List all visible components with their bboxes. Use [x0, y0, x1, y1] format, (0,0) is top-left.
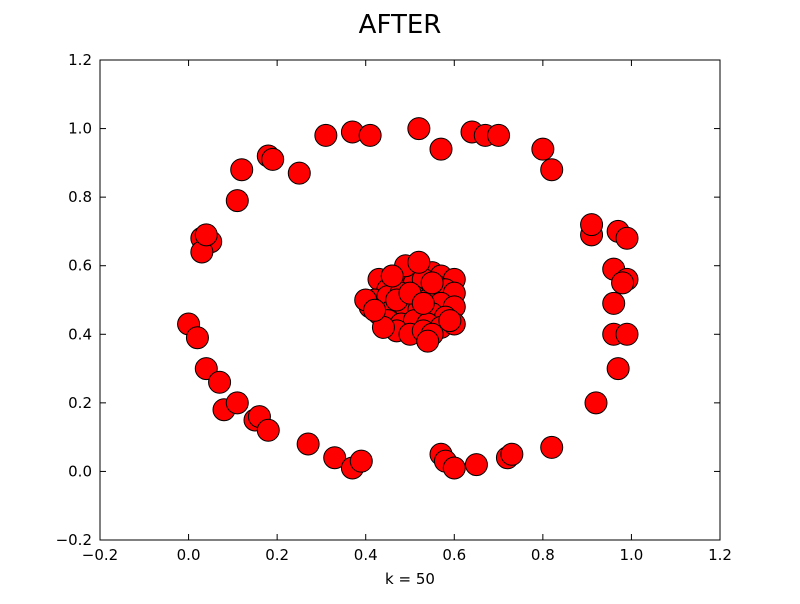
scatter-point — [531, 137, 555, 161]
scatter-point — [185, 326, 209, 350]
x-tick-label: 0.2 — [265, 546, 289, 564]
y-tick-label: 1.2 — [68, 51, 92, 69]
points-layer — [177, 117, 639, 480]
scatter-point — [411, 291, 435, 315]
scatter-point — [296, 432, 320, 456]
x-axis-label: k = 50 — [385, 570, 435, 588]
y-tick-label: 0.0 — [68, 462, 92, 480]
axis-ticks: −0.2 0.0 0.2 0.4 0.6 0.8 1.0 1.2 −0.2 0.0 0.2 0.4 0.… — [56, 51, 732, 564]
scatter-point — [349, 449, 373, 473]
y-tick-label: 1.0 — [68, 120, 92, 138]
scatter-point — [194, 223, 218, 247]
x-tick-label: −0.2 — [82, 546, 118, 564]
scatter-point — [580, 213, 604, 237]
scatter-point — [407, 117, 431, 141]
x-tick-label: 1.0 — [619, 546, 643, 564]
scatter-point — [407, 250, 431, 274]
scatter-point — [287, 161, 311, 185]
chart-title: AFTER — [359, 10, 442, 40]
scatter-point — [442, 456, 466, 480]
scatter-point — [615, 322, 639, 346]
scatter-point — [500, 442, 524, 466]
plot-frame — [99, 59, 721, 541]
scatter-point — [225, 189, 249, 213]
scatter-point — [615, 226, 639, 250]
scatter-point — [230, 158, 254, 182]
scatter-point — [323, 446, 347, 470]
scatter-point — [314, 123, 338, 147]
scatter-point — [438, 309, 462, 333]
y-tick-label: 0.8 — [68, 188, 92, 206]
y-tick-label: −0.2 — [56, 531, 92, 549]
scatter-point — [584, 391, 608, 415]
scatter-point — [420, 271, 444, 295]
x-tick-label: 1.2 — [708, 546, 732, 564]
x-tick-label: 0.0 — [177, 546, 201, 564]
x-tick-label: 0.6 — [442, 546, 466, 564]
y-tick-label: 0.4 — [68, 325, 92, 343]
scatter-point — [225, 391, 249, 415]
scatter-point — [380, 264, 404, 288]
x-tick-label: 0.4 — [354, 546, 378, 564]
scatter-point — [256, 418, 280, 442]
x-tick-label: 0.8 — [531, 546, 555, 564]
scatter-point — [261, 147, 285, 171]
scatter-point — [208, 370, 232, 394]
y-tick-label: 0.6 — [68, 257, 92, 275]
scatter-point — [358, 123, 382, 147]
scatter-point — [540, 435, 564, 459]
y-tick-label: 0.2 — [68, 394, 92, 412]
scatter-point — [602, 291, 626, 315]
scatter-point — [429, 137, 453, 161]
scatter-point — [363, 298, 387, 322]
scatter-point — [611, 271, 635, 295]
scatter-point — [540, 158, 564, 182]
scatter-point — [606, 357, 630, 381]
scatter-point — [487, 123, 511, 147]
scatter-point — [464, 453, 488, 477]
scatter-point — [416, 329, 440, 353]
